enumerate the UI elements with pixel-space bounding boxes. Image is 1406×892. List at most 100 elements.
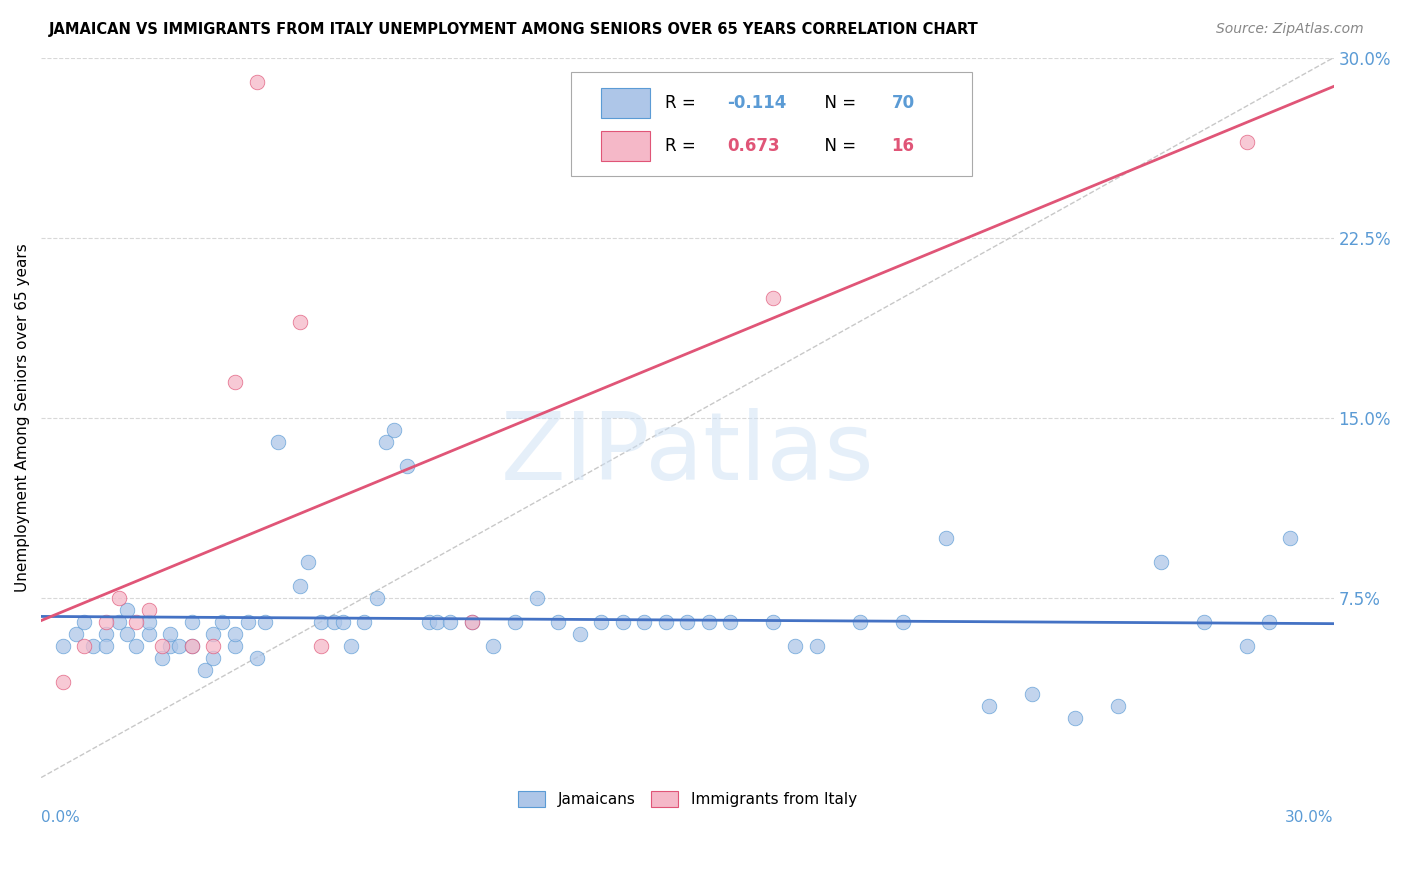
Point xyxy=(1194,615,1216,629)
Point xyxy=(718,615,741,629)
Point xyxy=(612,615,634,629)
Point xyxy=(245,650,267,665)
Point xyxy=(73,639,96,653)
Point xyxy=(159,626,181,640)
Point xyxy=(848,615,870,629)
Point xyxy=(353,615,375,629)
Point xyxy=(1279,531,1302,545)
Point xyxy=(202,639,225,653)
Point xyxy=(117,602,139,616)
Point xyxy=(547,615,569,629)
Point xyxy=(150,639,173,653)
Point xyxy=(568,626,591,640)
Point xyxy=(167,639,190,653)
Point xyxy=(1021,687,1043,701)
Point xyxy=(52,639,75,653)
Point xyxy=(482,639,505,653)
Point xyxy=(180,639,202,653)
Point xyxy=(762,291,785,305)
Point xyxy=(159,639,181,653)
Point xyxy=(366,591,388,605)
Point xyxy=(224,626,246,640)
Point xyxy=(107,591,129,605)
Point xyxy=(591,615,613,629)
Point xyxy=(245,75,267,89)
Point xyxy=(503,615,526,629)
Point xyxy=(806,639,828,653)
Point xyxy=(73,615,96,629)
Text: R =: R = xyxy=(665,137,702,155)
Point xyxy=(211,615,233,629)
Point xyxy=(655,615,678,629)
Point xyxy=(180,639,202,653)
Point xyxy=(461,615,484,629)
Point xyxy=(52,674,75,689)
Point xyxy=(267,434,290,449)
Point xyxy=(891,615,914,629)
Point xyxy=(117,626,139,640)
Point xyxy=(439,615,461,629)
Point xyxy=(236,615,259,629)
Point xyxy=(309,639,332,653)
Text: Source: ZipAtlas.com: Source: ZipAtlas.com xyxy=(1216,22,1364,37)
Text: 0.673: 0.673 xyxy=(727,137,780,155)
Point xyxy=(374,434,396,449)
Text: 0.0%: 0.0% xyxy=(41,810,80,825)
Point xyxy=(254,615,277,629)
Point xyxy=(202,650,225,665)
Point xyxy=(323,615,346,629)
Point xyxy=(224,639,246,653)
Text: N =: N = xyxy=(814,137,862,155)
Point xyxy=(418,615,440,629)
Point xyxy=(1257,615,1279,629)
Text: 30.0%: 30.0% xyxy=(1285,810,1333,825)
Text: N =: N = xyxy=(814,94,862,112)
Text: ZIPatlas: ZIPatlas xyxy=(501,408,875,500)
FancyBboxPatch shape xyxy=(600,131,650,161)
Point xyxy=(526,591,548,605)
Point xyxy=(633,615,655,629)
Point xyxy=(138,615,160,629)
Point xyxy=(202,626,225,640)
Point xyxy=(935,531,957,545)
Y-axis label: Unemployment Among Seniors over 65 years: Unemployment Among Seniors over 65 years xyxy=(15,244,30,592)
Point xyxy=(65,626,87,640)
Point xyxy=(94,626,117,640)
Point xyxy=(94,639,117,653)
Point xyxy=(288,315,311,329)
Point xyxy=(1064,710,1087,724)
Point xyxy=(977,698,1000,713)
Point xyxy=(1236,639,1258,653)
Point xyxy=(125,615,148,629)
Text: 16: 16 xyxy=(891,137,914,155)
Point xyxy=(138,602,160,616)
Point xyxy=(461,615,484,629)
Point xyxy=(697,615,720,629)
Point xyxy=(138,626,160,640)
FancyBboxPatch shape xyxy=(571,72,972,177)
Point xyxy=(224,375,246,389)
Point xyxy=(332,615,354,629)
Point xyxy=(396,458,419,473)
Point xyxy=(1150,555,1173,569)
Point xyxy=(82,639,104,653)
Point xyxy=(426,615,449,629)
Point xyxy=(125,639,148,653)
Point xyxy=(309,615,332,629)
Point xyxy=(676,615,699,629)
Legend: Jamaicans, Immigrants from Italy: Jamaicans, Immigrants from Italy xyxy=(512,785,863,814)
Point xyxy=(382,423,405,437)
Point xyxy=(107,615,129,629)
Point xyxy=(783,639,806,653)
FancyBboxPatch shape xyxy=(600,88,650,118)
Point xyxy=(340,639,363,653)
Point xyxy=(180,615,202,629)
Point xyxy=(1236,135,1258,149)
Point xyxy=(1107,698,1129,713)
Text: 70: 70 xyxy=(891,94,915,112)
Point xyxy=(194,663,217,677)
Text: JAMAICAN VS IMMIGRANTS FROM ITALY UNEMPLOYMENT AMONG SENIORS OVER 65 YEARS CORRE: JAMAICAN VS IMMIGRANTS FROM ITALY UNEMPL… xyxy=(49,22,979,37)
Point xyxy=(150,650,173,665)
Text: -0.114: -0.114 xyxy=(727,94,787,112)
Point xyxy=(288,579,311,593)
